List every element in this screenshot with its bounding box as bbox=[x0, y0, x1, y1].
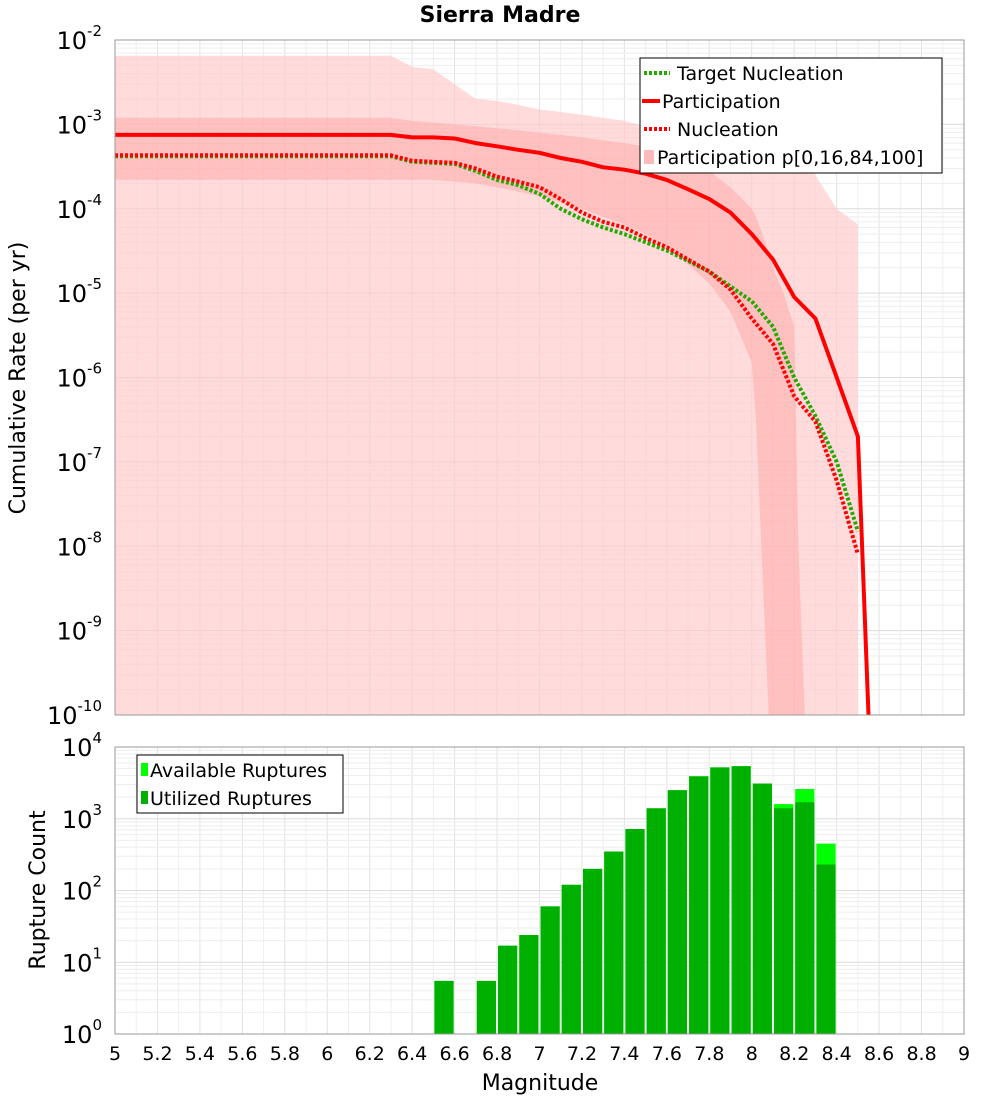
rate-y-tick-label: 10-10 bbox=[47, 697, 102, 730]
x-tick-label: 6.8 bbox=[482, 1043, 512, 1065]
rate-legend: Target Nucleation Participation Nucleati… bbox=[639, 57, 943, 174]
rupture-y-tick-label: 100 bbox=[62, 1016, 102, 1049]
x-tick-label: 6.2 bbox=[355, 1043, 385, 1065]
rate-plot: 10-10 10-9 10-8 10-7 10-6 10-5 10-4 10-3 10-2 Cu… bbox=[6, 22, 965, 730]
legend-label-participation: Participation bbox=[662, 91, 781, 113]
rate-lines bbox=[115, 132, 871, 716]
rupture-plot-frame bbox=[114, 746, 965, 1035]
rate-y-tick-label: 10-6 bbox=[56, 360, 102, 393]
rate-y-tick-label: 10-7 bbox=[56, 444, 102, 477]
utilized-bar bbox=[774, 808, 794, 1034]
rupture-bars bbox=[434, 766, 836, 1034]
x-tick-label: 7.2 bbox=[567, 1043, 597, 1065]
utilized-bar bbox=[752, 783, 772, 1034]
nucleation-line bbox=[115, 153, 860, 555]
rupture-y-tick-label: 103 bbox=[62, 801, 102, 834]
rate-y-tick-label: 10-3 bbox=[56, 106, 102, 139]
magnitude-x-ticks: 5 5.2 5.4 5.6 5.8 6 6.2 6.4 6.6 6.8 7 7.2 7.4 7.6 7.8 8… bbox=[109, 1043, 970, 1065]
x-tick-label: 8.2 bbox=[779, 1043, 809, 1065]
rupture-y-tick-label: 104 bbox=[62, 729, 102, 762]
rate-y-tick-label: 10-4 bbox=[56, 191, 102, 224]
utilized-bar bbox=[667, 790, 687, 1034]
x-tick-label: 7.6 bbox=[652, 1043, 682, 1065]
rate-y-tick-label: 10-2 bbox=[56, 22, 102, 55]
utilized-bar bbox=[583, 868, 603, 1034]
participation-line bbox=[115, 132, 871, 716]
x-tick-label: 5.6 bbox=[227, 1043, 257, 1065]
x-tick-label: 7.8 bbox=[694, 1043, 724, 1065]
rupture-y-tick-label: 101 bbox=[62, 944, 102, 977]
legend-label-participation-bands: Participation p[0,16,84,100] bbox=[657, 147, 923, 169]
rupture-legend: Available Ruptures Utilized Ruptures bbox=[136, 754, 344, 814]
utilized-bar bbox=[710, 767, 730, 1034]
legend-label-available: Available Ruptures bbox=[150, 760, 327, 782]
rate-y-tick-label: 10-8 bbox=[56, 528, 102, 561]
legend-label-nucleation: Nucleation bbox=[677, 119, 779, 141]
chart-title: Sierra Madre bbox=[420, 3, 581, 28]
participation-bands bbox=[115, 55, 858, 716]
utilized-bar bbox=[731, 766, 751, 1034]
rate-y-ticks: 10-10 10-9 10-8 10-7 10-6 10-5 10-4 10-3 10-2 bbox=[47, 22, 102, 730]
utilized-bar bbox=[816, 864, 836, 1034]
rupture-legend-box bbox=[136, 754, 344, 814]
rate-legend-box bbox=[639, 57, 943, 174]
x-tick-label: 9 bbox=[958, 1043, 970, 1065]
rate-y-axis-label: Cumulative Rate (per yr) bbox=[6, 242, 31, 515]
x-tick-label: 6.6 bbox=[439, 1043, 469, 1065]
x-tick-label: 8 bbox=[746, 1043, 758, 1065]
x-axis-label: Magnitude bbox=[482, 1071, 599, 1096]
x-tick-label: 8.6 bbox=[864, 1043, 894, 1065]
legend-swatch-participation-bands bbox=[644, 150, 654, 164]
legend-swatch-available bbox=[141, 763, 148, 776]
rate-plot-frame bbox=[114, 39, 965, 716]
x-tick-label: 8.4 bbox=[822, 1043, 852, 1065]
x-tick-label: 5.2 bbox=[142, 1043, 172, 1065]
utilized-bar bbox=[625, 829, 645, 1034]
x-tick-label: 6 bbox=[321, 1043, 333, 1065]
utilized-bar bbox=[795, 802, 815, 1034]
x-tick-label: 8.8 bbox=[906, 1043, 936, 1065]
x-tick-label: 6.4 bbox=[397, 1043, 427, 1065]
legend-swatch-utilized bbox=[141, 791, 148, 804]
rupture-y-axis-label: Rupture Count bbox=[26, 810, 51, 970]
legend-label-target-nucleation: Target Nucleation bbox=[676, 63, 844, 85]
x-tick-label: 7.4 bbox=[609, 1043, 639, 1065]
utilized-bar bbox=[604, 851, 624, 1034]
utilized-bar bbox=[561, 884, 581, 1034]
x-tick-label: 5.8 bbox=[270, 1043, 300, 1065]
utilized-bar bbox=[646, 808, 666, 1034]
band-p16-p84 bbox=[115, 117, 805, 715]
x-tick-label: 5 bbox=[109, 1043, 121, 1065]
rupture-y-tick-label: 102 bbox=[62, 873, 102, 906]
utilized-bar bbox=[540, 906, 560, 1034]
utilized-bar bbox=[476, 980, 496, 1034]
x-tick-label: 5.4 bbox=[185, 1043, 215, 1065]
rate-y-tick-label: 10-5 bbox=[56, 275, 102, 308]
rupture-y-ticks: 100 101 102 103 104 bbox=[62, 729, 102, 1049]
rate-y-tick-label: 10-9 bbox=[56, 613, 102, 646]
legend-label-utilized: Utilized Ruptures bbox=[150, 788, 312, 810]
utilized-bar bbox=[519, 935, 539, 1034]
x-tick-label: 7 bbox=[533, 1043, 545, 1065]
utilized-bar bbox=[689, 776, 709, 1034]
utilized-bar bbox=[498, 945, 518, 1034]
utilized-bar bbox=[434, 980, 454, 1034]
rupture-count-plot: 100 101 102 103 104 5 5.2 5.4 5.6 5.8 6 6.2 6.4 6.6 6… bbox=[26, 729, 970, 1096]
